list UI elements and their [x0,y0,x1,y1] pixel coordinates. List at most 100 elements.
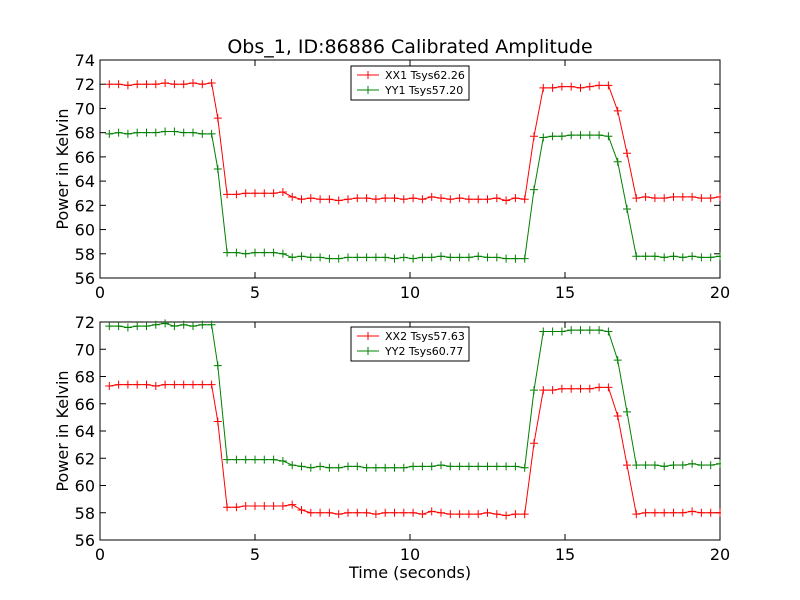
data-point [133,80,142,89]
data-point [399,253,408,262]
data-point [539,327,548,336]
data-point [613,157,622,166]
x-tick-label: 20 [710,283,730,302]
y-tick-label: 62 [75,449,95,468]
data-point [189,128,197,137]
data-point [179,128,188,137]
x-tick-label: 10 [400,545,420,564]
data-point [241,501,250,510]
x-tick-label: 0 [95,545,105,564]
data-point [241,189,250,198]
data-point [344,508,352,517]
data-point [697,461,706,470]
data-point [585,326,594,335]
data-point [483,462,492,471]
data-point [325,508,334,517]
data-point [161,79,170,88]
data-point [316,462,325,471]
plot-area [105,79,721,263]
data-point [371,195,380,204]
data-point [604,132,613,141]
legend: XX2 Tsys57.63 YY2 Tsys60.77 [350,326,470,362]
data-point [492,462,501,471]
data-point [189,79,197,88]
data-point [189,322,197,331]
data-point [455,253,464,262]
legend-label: YY1 Tsys57.20 [384,84,463,97]
data-point [105,382,114,391]
data-point [316,508,325,517]
data-point [548,386,557,395]
data-point [142,128,151,137]
top-panel: 0 5 10 15 20 56 58 60 62 64 66 68 70 72 74 Power in Kel… [53,51,730,302]
y-axis-label: Power in Kelvin [53,108,72,229]
data-point [539,133,548,142]
data-point [334,463,343,472]
data-point [409,462,418,471]
data-point [474,195,483,204]
data-point [390,508,399,517]
data-point [344,195,352,204]
legend-box [350,65,470,101]
data-point [502,196,511,205]
data-point [260,189,269,198]
x-tick-label: 5 [250,283,260,302]
y-tick-label: 70 [75,340,95,359]
data-point [427,253,436,262]
data-point [325,463,334,472]
y-tick-label: 58 [75,504,95,523]
data-point [251,248,259,257]
legend-marker [364,332,372,340]
data-point [483,508,492,517]
data-point [241,249,250,258]
data-point [207,320,216,329]
data-point [409,194,418,203]
legend-label: YY2 Tsys60.77 [384,345,463,358]
data-point [297,506,306,515]
data-point [399,508,408,517]
data-point [678,253,687,262]
data-point [660,194,669,203]
data-point [142,80,151,89]
legend-box [350,326,470,362]
data-point [325,195,334,204]
data-point [207,79,216,88]
data-point [278,249,287,258]
data-point [170,80,179,89]
data-point [161,319,170,328]
data-point [179,380,188,389]
data-point [232,190,241,199]
data-point [437,508,445,517]
data-point [650,508,659,517]
x-axis-label: Time (seconds) [348,563,471,582]
y-tick-label: 56 [75,531,95,550]
data-point [161,127,170,136]
data-point [483,195,492,204]
data-point [660,253,669,262]
data-point [213,114,222,123]
data-point [418,253,427,262]
data-point [446,462,455,471]
legend: XX1 Tsys62.26 YY1 Tsys57.20 [350,65,470,101]
data-point [427,192,436,201]
data-point [650,194,659,203]
data-point [232,248,241,257]
data-point [142,322,151,331]
y-tick-label: 70 [75,99,95,118]
data-point [151,320,160,329]
data-point [288,192,297,201]
data-point [576,83,585,92]
data-point [641,461,650,470]
data-point [548,327,557,336]
data-point [688,192,697,201]
data-point [306,194,315,203]
data-point [381,194,390,203]
data-point [585,82,594,91]
data-point [697,508,706,517]
data-point [688,459,697,468]
data-point [511,194,520,203]
data-point [198,380,207,389]
data-point [334,196,343,205]
data-point [641,252,650,261]
data-point [539,386,548,395]
